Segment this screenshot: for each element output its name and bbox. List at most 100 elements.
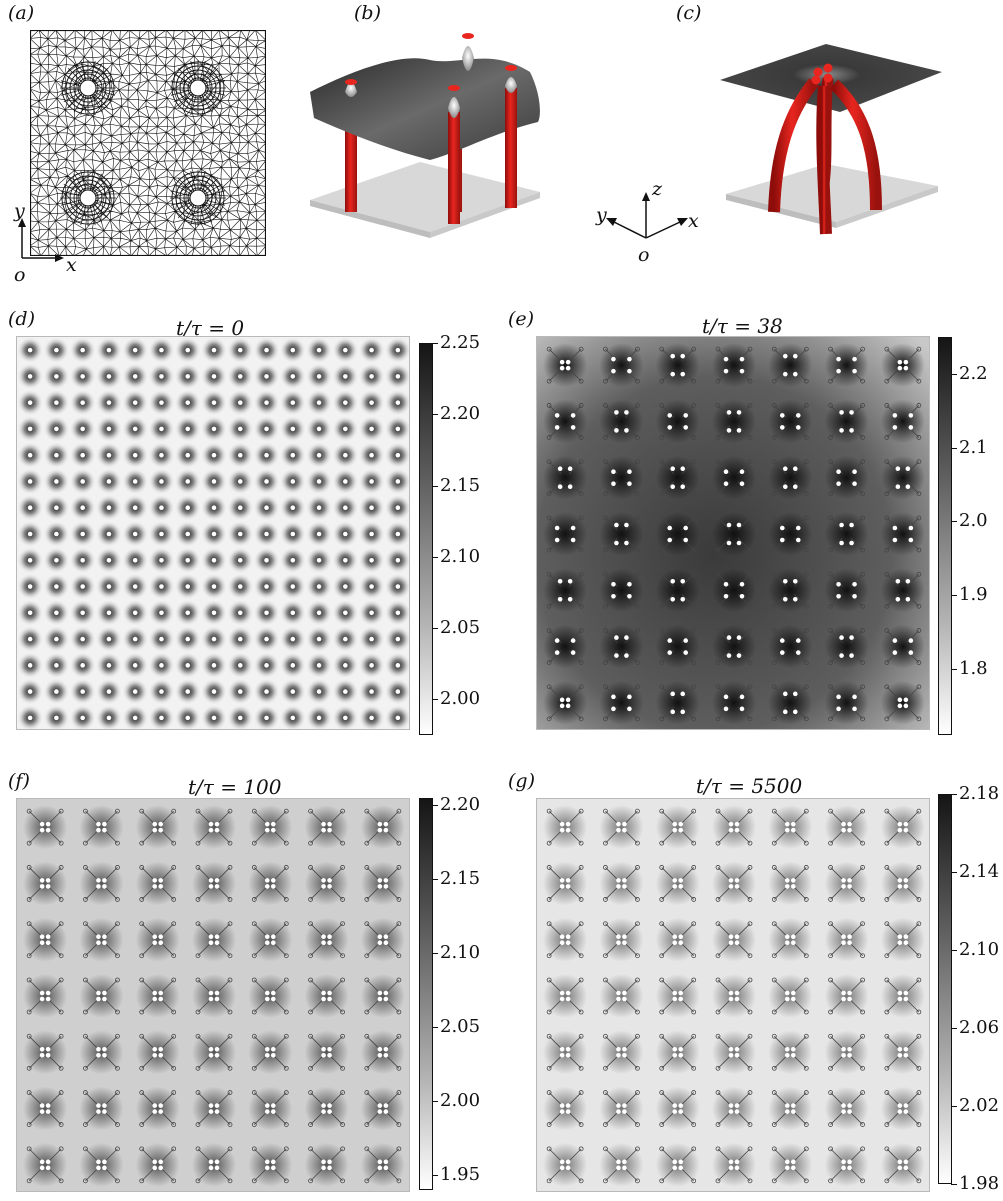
colorbar-tick bbox=[951, 374, 957, 375]
pillar-dot bbox=[106, 505, 112, 511]
axes-3d-diagram bbox=[606, 192, 688, 239]
pillar-dot bbox=[734, 827, 740, 833]
pillar-dot bbox=[327, 827, 332, 833]
pillar-dot bbox=[836, 593, 841, 599]
pillar-dot bbox=[132, 557, 138, 563]
pillar-dot bbox=[611, 469, 616, 475]
pillar-dot bbox=[734, 1159, 740, 1165]
pillar-dot bbox=[96, 1052, 101, 1058]
pillar-dot bbox=[102, 940, 107, 946]
pillar-dot bbox=[611, 706, 616, 712]
pillar-dot bbox=[158, 1165, 164, 1171]
pillar-dot bbox=[723, 593, 729, 599]
pillar-dot bbox=[321, 827, 326, 833]
pillar-dot bbox=[214, 990, 220, 996]
pillar-dot bbox=[327, 940, 332, 946]
pillar-dot bbox=[792, 578, 798, 584]
pillar-dot bbox=[327, 884, 332, 889]
pillar-dot bbox=[614, 522, 619, 528]
pillar-dot bbox=[264, 663, 269, 668]
pillar-dot bbox=[672, 996, 678, 1002]
pillar-dot bbox=[96, 1165, 101, 1171]
colorbar-tick-label: 2.10 bbox=[959, 939, 1000, 960]
pillar-dot bbox=[264, 505, 269, 511]
pillar-dot bbox=[208, 996, 214, 1002]
pillar-dot bbox=[316, 374, 322, 379]
pillar-dot bbox=[784, 827, 790, 833]
pillar-dot bbox=[185, 374, 191, 379]
pillar-dot bbox=[616, 878, 621, 883]
pillar-dot bbox=[343, 584, 348, 589]
pillar-dot bbox=[327, 1052, 332, 1058]
pillar-dot bbox=[214, 940, 220, 946]
pillar-dot bbox=[627, 706, 632, 712]
pillar-dot bbox=[343, 557, 348, 563]
pillar-dot bbox=[264, 934, 270, 940]
pillar-dot bbox=[39, 1109, 45, 1114]
pillar-dot bbox=[27, 636, 33, 642]
pillar-dot bbox=[734, 940, 740, 946]
pillar-dot bbox=[784, 1052, 790, 1058]
pillar-dot bbox=[39, 821, 45, 827]
pillar-dot bbox=[211, 584, 217, 589]
pillar-dot bbox=[54, 479, 59, 484]
pillar-dot bbox=[892, 650, 898, 655]
pillar-dot bbox=[792, 691, 798, 697]
pillar-dot bbox=[554, 537, 560, 543]
pillar-dot bbox=[211, 426, 217, 432]
pillar-dot bbox=[237, 452, 243, 458]
pillar-dot bbox=[849, 635, 854, 640]
colorbar-tick bbox=[951, 872, 957, 873]
pillar-dot bbox=[96, 1109, 101, 1114]
pillar-dot bbox=[897, 878, 903, 883]
pillar-dot bbox=[895, 578, 901, 584]
pillar-dot bbox=[897, 703, 903, 709]
pillar-dot bbox=[327, 934, 332, 940]
pillar-dot bbox=[736, 653, 742, 658]
pillar-dot bbox=[895, 596, 901, 602]
pillar-dot bbox=[377, 1103, 383, 1108]
pillar-dot bbox=[792, 371, 798, 377]
pillar-dot bbox=[158, 821, 164, 827]
pillar-dot bbox=[316, 610, 322, 616]
pillar-dot bbox=[908, 413, 914, 418]
pillar-dot bbox=[728, 1159, 734, 1165]
colorbar-tick-label: 1.8 bbox=[959, 658, 988, 679]
pillar-dot bbox=[343, 610, 348, 616]
pillar-dot bbox=[736, 410, 742, 415]
pillar-dot bbox=[132, 400, 138, 405]
pillar-dot bbox=[847, 884, 852, 889]
panel-e-title: t/τ = 38 bbox=[702, 314, 783, 338]
pillar-dot bbox=[185, 715, 191, 721]
pillar-dot bbox=[847, 996, 852, 1002]
pillar-dot bbox=[102, 884, 107, 889]
pillar-dot bbox=[185, 636, 191, 642]
pillar-dot bbox=[377, 990, 383, 996]
pillar-dot bbox=[237, 531, 243, 537]
pillar-dot bbox=[343, 400, 348, 405]
pillar-dot bbox=[897, 821, 903, 827]
pillar-dot bbox=[383, 990, 389, 996]
pillar-dot bbox=[678, 990, 684, 996]
pillar-dot bbox=[672, 934, 678, 940]
pillar-dot bbox=[728, 990, 734, 996]
pillar-dot bbox=[152, 934, 158, 940]
pillar-dot bbox=[683, 638, 689, 643]
pillar-dot bbox=[264, 1109, 270, 1114]
pillar-dot bbox=[739, 481, 745, 487]
pillar-dot bbox=[728, 821, 734, 827]
pillar-dot bbox=[343, 374, 348, 379]
pillar-dot bbox=[211, 636, 217, 642]
pillar-dot bbox=[237, 400, 243, 405]
pillar-dot bbox=[327, 1046, 332, 1052]
pillar-dot bbox=[395, 400, 401, 405]
pillar-dot bbox=[39, 878, 45, 883]
pillar-dot bbox=[132, 531, 138, 537]
pillar-dot bbox=[905, 578, 911, 584]
pillar-dot bbox=[106, 689, 112, 694]
pillar-dot bbox=[327, 821, 332, 827]
pillar-dot bbox=[237, 610, 243, 616]
pillar-dot bbox=[270, 1052, 276, 1058]
pillar-dot bbox=[836, 581, 841, 587]
pillar-dot bbox=[795, 537, 801, 543]
